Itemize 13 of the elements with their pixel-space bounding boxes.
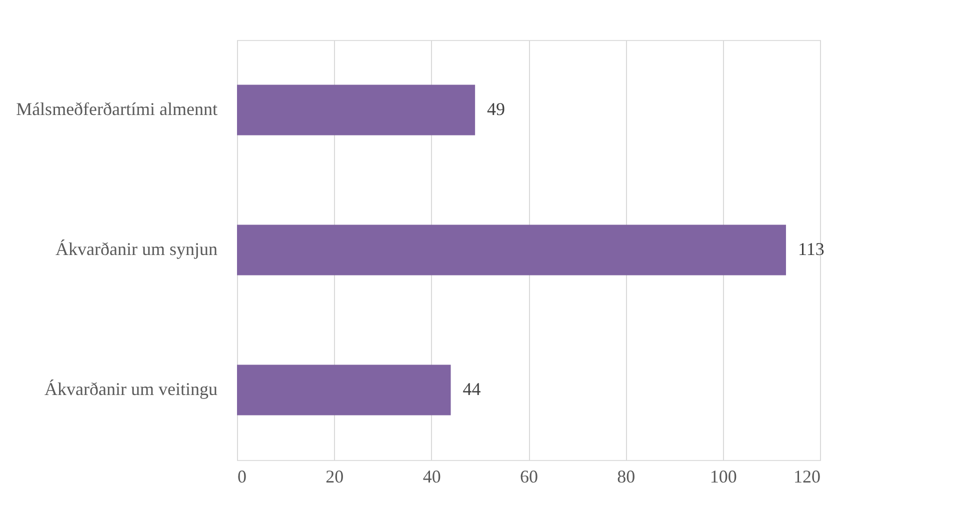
y-tick-label: Ákvarðanir um veitingu: [44, 379, 218, 399]
x-tick-label: 100: [710, 466, 737, 486]
x-tick-label: 40: [422, 466, 441, 486]
x-tick-label: 0: [238, 466, 246, 486]
data-label: 113: [798, 239, 824, 259]
x-tick-label: 120: [794, 466, 820, 486]
data-label: 49: [487, 99, 506, 119]
data-label: 44: [462, 379, 481, 399]
x-tick-label: 20: [326, 466, 344, 486]
y-tick-label: Málsmeðferðartími almennt: [16, 99, 218, 119]
x-tick-label: 80: [617, 466, 636, 486]
y-tick-label: Ákvarðanir um synjun: [56, 239, 218, 259]
x-tick-label: 60: [520, 466, 538, 486]
